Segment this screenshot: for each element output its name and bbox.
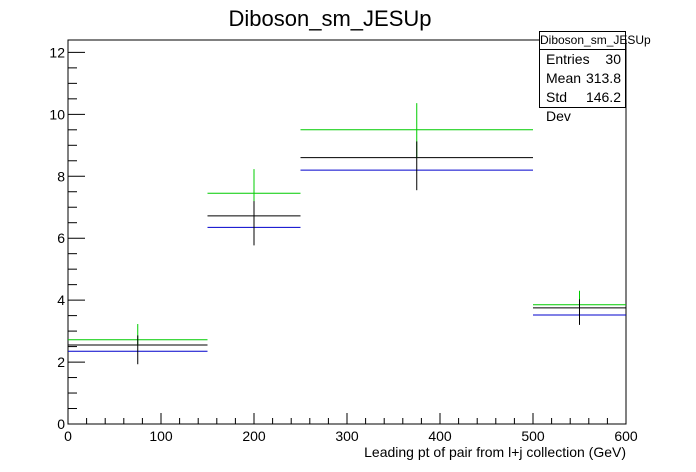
x-tick-label: 400 <box>428 428 452 444</box>
stats-value: 30 <box>605 51 621 67</box>
y-tick-label: 6 <box>57 230 65 246</box>
x-tick-label: 300 <box>335 428 359 444</box>
stats-value: 146.2 <box>585 89 621 105</box>
stats-label: Std Dev <box>546 89 571 124</box>
y-tick-label: 0 <box>57 416 65 432</box>
data-marks <box>68 103 626 365</box>
stats-label: Entries <box>546 51 590 67</box>
y-tick-label: 2 <box>57 354 65 370</box>
y-tick-label: 8 <box>57 168 65 184</box>
stats-box: Diboson_sm_JESUp Entries 30 Mean 313.8 S… <box>539 31 651 124</box>
x-tick-label: 100 <box>149 428 173 444</box>
stats-row-entries: Entries 30 <box>540 50 625 69</box>
stats-row-std-dev: Std Dev 146.2 <box>540 88 625 124</box>
x-tick-label: 0 <box>64 428 72 444</box>
stats-box-title: Diboson_sm_JESUp <box>540 32 651 50</box>
stats-row-mean: Mean 313.8 <box>540 69 625 88</box>
x-axis-label: Leading pt of pair from l+j collection (… <box>364 444 626 460</box>
y-tick-label: 4 <box>57 292 65 308</box>
x-tick-label: 500 <box>521 428 545 444</box>
stats-label: Mean <box>546 70 582 86</box>
x-tick-label: 600 <box>614 428 638 444</box>
y-tick-label: 12 <box>49 44 65 60</box>
stats-value: 313.8 <box>585 70 621 86</box>
y-tick-label: 10 <box>49 106 65 122</box>
axes: 0 100 200 300 400 500 600 0 2 4 6 8 10 12 <box>49 39 638 444</box>
x-tick-label: 200 <box>242 428 266 444</box>
chart-title: Diboson_sm_JESUp <box>229 6 432 31</box>
